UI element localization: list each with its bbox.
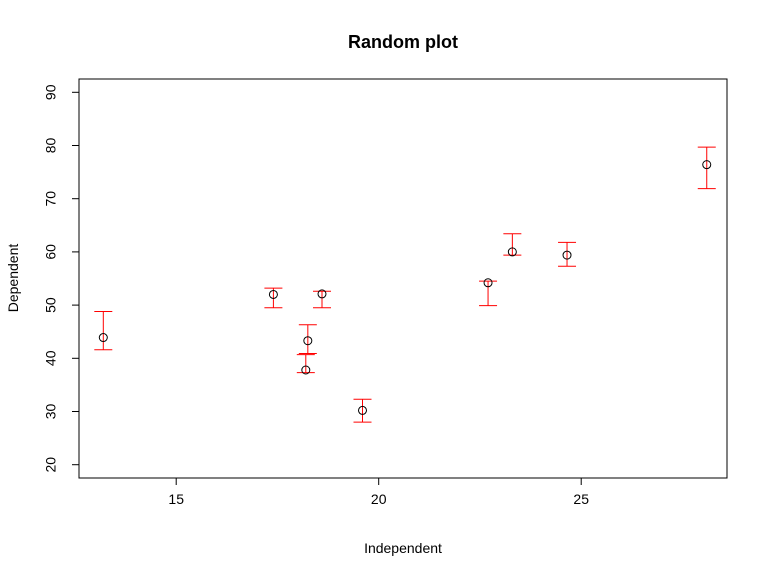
chart-title: Random plot [348,32,458,52]
error-bar [353,398,372,423]
data-point [317,289,327,299]
error-bar [697,146,716,190]
data-point [98,333,108,343]
data-point [301,365,311,375]
data-point [562,250,572,260]
y-tick-label: 60 [43,244,59,260]
y-tick-label: 80 [43,138,59,154]
data-point [702,160,712,170]
error-bar [298,324,317,355]
x-axis-label: Independent [364,540,442,556]
error-bar [264,287,283,309]
error-bar [94,310,113,351]
y-tick-label: 50 [43,297,59,313]
y-tick-label: 20 [43,457,59,473]
plot-frame [78,78,728,479]
data-points [98,160,712,415]
data-point [268,289,278,299]
data-point [507,247,517,257]
error-bars [94,146,716,423]
data-point [483,278,493,288]
x-tick-label: 20 [371,491,387,507]
y-axis-label: Dependent [5,244,21,313]
y-axis: 20 30 40 50 60 70 80 90 [43,84,80,473]
x-tick-label: 15 [168,491,184,507]
x-tick-label: 25 [573,491,589,507]
y-tick-label: 40 [43,350,59,366]
data-point [303,336,313,346]
data-point [358,405,367,415]
error-bar [296,354,315,374]
error-bar [503,233,522,256]
x-axis: 15 20 25 [168,477,703,507]
error-bar [313,290,331,309]
error-bar [558,241,577,267]
y-tick-label: 70 [43,191,59,207]
error-bar [479,280,498,307]
y-tick-label: 30 [43,404,59,420]
y-tick-label: 90 [43,84,59,100]
